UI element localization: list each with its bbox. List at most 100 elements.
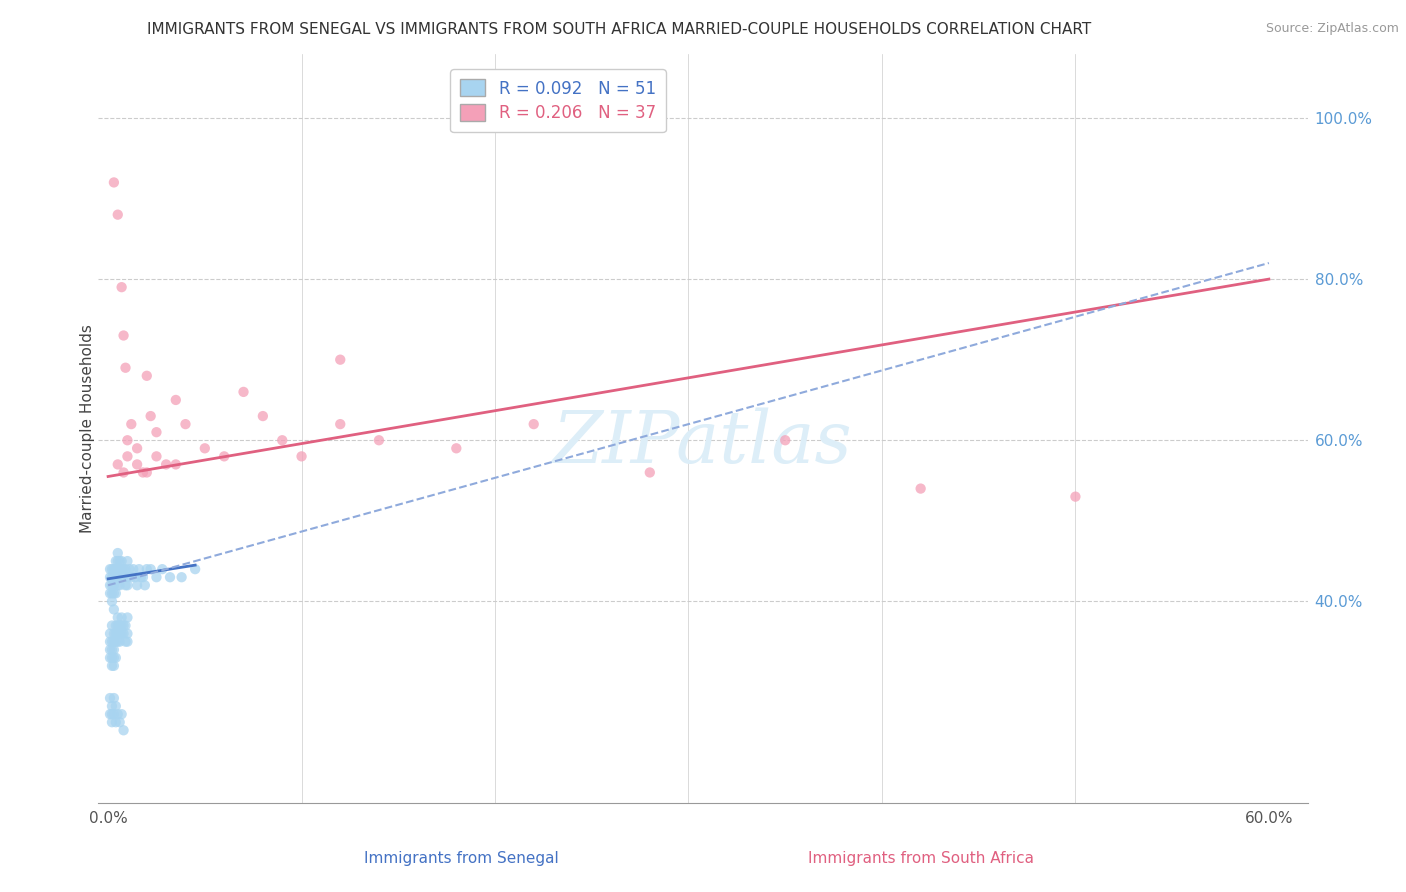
Point: [155, 458, 177, 472]
Point: [107, 618, 129, 632]
Point: [101, 707, 124, 722]
Point: [134, 578, 156, 592]
Point: [104, 699, 127, 714]
Point: [98, 586, 121, 600]
Point: [127, 578, 149, 592]
Point: [101, 618, 124, 632]
Point: [135, 368, 157, 383]
Point: [271, 434, 294, 448]
Point: [165, 392, 187, 407]
Point: [103, 626, 125, 640]
Point: [101, 570, 124, 584]
Point: [135, 466, 157, 480]
Point: [145, 570, 167, 584]
Point: [111, 618, 134, 632]
Point: [128, 562, 150, 576]
Y-axis label: Married-couple Households: Married-couple Households: [80, 324, 94, 533]
Point: [124, 570, 146, 584]
Point: [98, 650, 121, 665]
Point: [127, 458, 149, 472]
Point: [117, 610, 139, 624]
Point: [104, 715, 127, 730]
Point: [117, 554, 139, 568]
Point: [104, 570, 127, 584]
Point: [101, 699, 124, 714]
Point: [117, 570, 139, 584]
Point: [184, 562, 207, 576]
Point: [111, 554, 134, 568]
Point: [117, 434, 139, 448]
Point: [118, 562, 141, 576]
Point: [104, 626, 127, 640]
Point: [120, 417, 142, 431]
Point: [103, 650, 125, 665]
Point: [103, 570, 125, 584]
Point: [104, 650, 127, 665]
Point: [329, 417, 352, 431]
Point: [111, 562, 134, 576]
Point: [145, 425, 167, 440]
Point: [446, 442, 468, 456]
Point: [101, 634, 124, 648]
Point: [108, 562, 131, 576]
Point: [103, 586, 125, 600]
Point: [112, 723, 135, 738]
Point: [104, 618, 127, 632]
Point: [114, 618, 136, 632]
Point: [104, 562, 127, 576]
Point: [111, 707, 134, 722]
Point: [523, 417, 546, 431]
Point: [112, 466, 135, 480]
Point: [101, 586, 124, 600]
Point: [112, 618, 135, 632]
Point: [165, 458, 187, 472]
Point: [108, 634, 131, 648]
Point: [107, 626, 129, 640]
Point: [114, 360, 136, 375]
Point: [104, 554, 127, 568]
Point: [117, 578, 139, 592]
Point: [117, 626, 139, 640]
Point: [101, 594, 124, 608]
Point: [107, 554, 129, 568]
Point: [107, 570, 129, 584]
Point: [112, 570, 135, 584]
Point: [103, 642, 125, 657]
Point: [101, 650, 124, 665]
Point: [145, 450, 167, 464]
Point: [101, 642, 124, 657]
Point: [329, 352, 352, 367]
Legend: R = 0.092   N = 51, R = 0.206   N = 37: R = 0.092 N = 51, R = 0.206 N = 37: [450, 70, 665, 132]
Point: [107, 610, 129, 624]
Point: [117, 450, 139, 464]
Point: [114, 634, 136, 648]
Text: IMMIGRANTS FROM SENEGAL VS IMMIGRANTS FROM SOUTH AFRICA MARRIED-COUPLE HOUSEHOLD: IMMIGRANTS FROM SENEGAL VS IMMIGRANTS FR…: [146, 22, 1091, 37]
Point: [98, 578, 121, 592]
Point: [114, 578, 136, 592]
Point: [101, 658, 124, 673]
Point: [108, 578, 131, 592]
Point: [150, 562, 173, 576]
Point: [910, 482, 932, 496]
Point: [111, 280, 134, 294]
Point: [139, 409, 162, 423]
Point: [103, 691, 125, 706]
Point: [98, 562, 121, 576]
Point: [101, 562, 124, 576]
Point: [112, 562, 135, 576]
Point: [107, 578, 129, 592]
Point: [170, 570, 193, 584]
Point: [104, 634, 127, 648]
Point: [638, 466, 661, 480]
Point: [103, 602, 125, 616]
Point: [120, 570, 142, 584]
Point: [114, 562, 136, 576]
Point: [174, 417, 197, 431]
Point: [103, 707, 125, 722]
Point: [111, 626, 134, 640]
Point: [98, 634, 121, 648]
Point: [112, 328, 135, 343]
Point: [111, 570, 134, 584]
Point: [108, 715, 131, 730]
Point: [1064, 490, 1087, 504]
